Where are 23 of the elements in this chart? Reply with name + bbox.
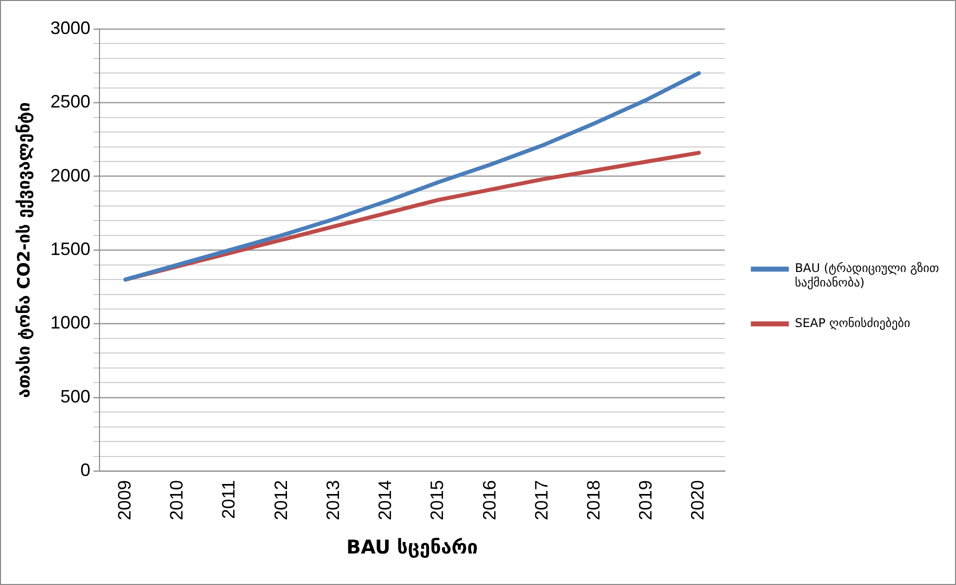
y-tick-label: 500 — [60, 386, 90, 406]
x-tick-label: 2015 — [427, 480, 448, 520]
x-tick-label: 2011 — [218, 480, 239, 519]
x-axis-title: BAU სცენარი — [346, 536, 478, 559]
x-tick-label: 2013 — [322, 480, 343, 520]
x-tick-label: 2012 — [270, 480, 291, 520]
legend-label: BAU (ტრადიციული გზით საქმიანობა) — [794, 261, 940, 290]
x-tick-label: 2009 — [114, 480, 134, 520]
x-tick-label: 2014 — [375, 480, 396, 520]
legend-label: SEAP ღონისძიებები — [794, 316, 910, 330]
x-tick-label: 2010 — [166, 480, 187, 520]
x-tick-label: 2017 — [531, 480, 552, 520]
x-tick-label: 2019 — [636, 480, 656, 520]
x-tick-label: 2020 — [688, 480, 708, 520]
x-tick-label: 2016 — [479, 480, 500, 520]
x-tick-label: 2018 — [584, 480, 604, 520]
y-tick-label: 1500 — [50, 239, 90, 260]
y-tick-label: 1000 — [50, 312, 90, 333]
y-tick-label: 0 — [80, 460, 90, 480]
y-tick-label: 3000 — [50, 18, 90, 38]
y-tick-label: 2000 — [50, 165, 90, 186]
y-tick-label: 2500 — [50, 92, 90, 112]
y-axis-title: ათასი ტონა CO2-ის ექვივალენტი — [14, 102, 35, 398]
